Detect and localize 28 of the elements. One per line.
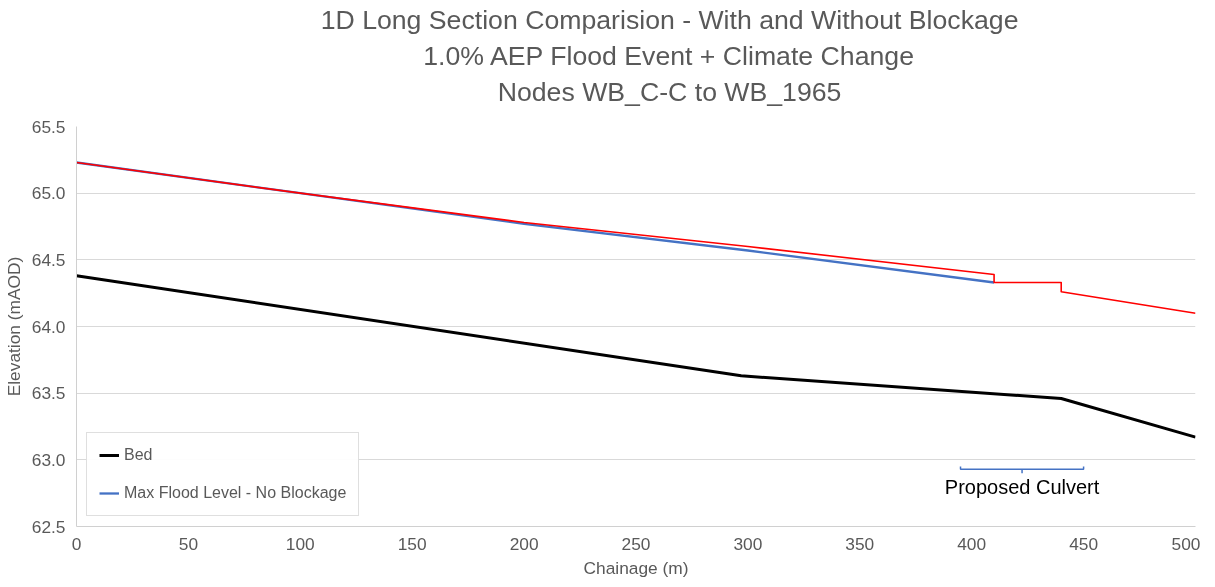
- x-tick-label: 450: [1069, 533, 1099, 554]
- y-tick-label: 64.5: [31, 249, 66, 270]
- x-tick-label: 100: [285, 533, 315, 554]
- line-series: [76, 161, 1196, 314]
- line-series: [76, 161, 996, 284]
- line-series: [76, 274, 1196, 439]
- legend-label: Max Flood Level - No Blockage: [124, 484, 347, 502]
- y-tick-label: 63.5: [31, 383, 66, 404]
- y-tick-label: 63.0: [31, 449, 66, 470]
- y-tick-label: 64.0: [31, 316, 66, 337]
- x-tick-label: 250: [621, 533, 651, 554]
- x-tick-label: 200: [509, 533, 539, 554]
- x-tick-label: 50: [178, 533, 199, 554]
- x-tick-label: 0: [71, 533, 82, 554]
- x-tick-label: 500: [1171, 533, 1201, 554]
- x-tick-label: 300: [733, 533, 763, 554]
- y-axis-title: Elevation (mAOD): [3, 256, 24, 397]
- legend-label: Bed: [124, 446, 153, 464]
- y-tick-label: 65.5: [31, 116, 66, 137]
- x-tick-label: 350: [845, 533, 875, 554]
- y-tick-label: 65.0: [31, 183, 66, 204]
- chart-subtitle: 1.0% AEP Flood Event + Climate Change Nodes WB_C-C to WB_1965: [423, 40, 914, 107]
- chart-title: 1D Long Section Comparision - With and Without Blockage: [320, 4, 1019, 35]
- y-tick-label: 62.5: [31, 516, 66, 537]
- x-tick-label: 150: [397, 533, 427, 554]
- annotation: Proposed Culvert: [944, 476, 1100, 499]
- x-tick-label: 400: [957, 533, 987, 554]
- x-axis-title: Chainage (m): [583, 557, 689, 578]
